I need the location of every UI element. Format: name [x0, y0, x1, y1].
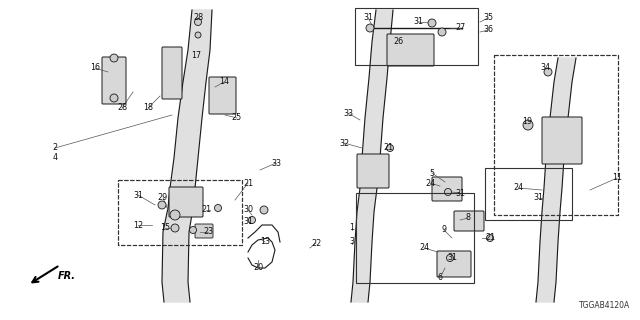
Polygon shape [536, 58, 576, 302]
Text: 13: 13 [260, 237, 270, 246]
Text: 3: 3 [349, 237, 355, 246]
Circle shape [260, 206, 268, 214]
Text: 28: 28 [193, 13, 203, 22]
Text: 18: 18 [143, 103, 153, 113]
Text: 21: 21 [383, 143, 393, 153]
Text: 21: 21 [243, 179, 253, 188]
FancyBboxPatch shape [432, 177, 462, 201]
Text: 14: 14 [219, 77, 229, 86]
FancyBboxPatch shape [437, 251, 471, 277]
Bar [118, 180, 242, 245]
Circle shape [158, 201, 166, 209]
Text: 16: 16 [90, 63, 100, 73]
Text: 33: 33 [271, 158, 281, 167]
Bar [494, 55, 618, 215]
Text: 27: 27 [455, 23, 465, 33]
Circle shape [248, 217, 255, 223]
Polygon shape [162, 10, 212, 302]
Text: 36: 36 [483, 26, 493, 35]
Text: 9: 9 [442, 226, 447, 235]
FancyBboxPatch shape [102, 57, 126, 104]
Polygon shape [351, 10, 393, 302]
FancyBboxPatch shape [542, 117, 582, 164]
Text: 21: 21 [201, 205, 211, 214]
Circle shape [544, 68, 552, 76]
Text: 6: 6 [438, 274, 442, 283]
Circle shape [195, 32, 201, 38]
Text: 5: 5 [429, 169, 435, 178]
FancyBboxPatch shape [387, 34, 434, 66]
Text: 31: 31 [133, 190, 143, 199]
Text: 24: 24 [425, 179, 435, 188]
Text: 11: 11 [612, 173, 622, 182]
Text: FR.: FR. [58, 271, 76, 281]
Circle shape [447, 254, 454, 261]
Text: 21: 21 [485, 234, 495, 243]
Text: 17: 17 [191, 51, 201, 60]
Text: 31: 31 [533, 194, 543, 203]
Circle shape [445, 188, 451, 196]
Text: 26: 26 [393, 37, 403, 46]
Text: 32: 32 [339, 139, 349, 148]
Text: 29: 29 [158, 194, 168, 203]
Circle shape [486, 235, 493, 242]
Text: 19: 19 [522, 117, 532, 126]
Circle shape [214, 204, 221, 212]
Text: 31: 31 [413, 18, 423, 27]
Text: 31: 31 [363, 13, 373, 22]
Text: 31: 31 [455, 188, 465, 197]
Text: 20: 20 [253, 263, 263, 273]
Circle shape [189, 227, 196, 234]
Circle shape [366, 24, 374, 32]
Text: 31: 31 [447, 253, 457, 262]
Text: 24: 24 [419, 244, 429, 252]
Circle shape [195, 19, 202, 26]
Text: 33: 33 [343, 108, 353, 117]
Text: 34: 34 [540, 63, 550, 73]
Circle shape [523, 120, 533, 130]
Text: 2: 2 [52, 143, 58, 153]
Bar [356, 193, 474, 283]
Text: TGGAB4120A: TGGAB4120A [579, 301, 630, 310]
Text: 30: 30 [243, 205, 253, 214]
Text: 24: 24 [513, 183, 523, 193]
Bar [485, 168, 572, 220]
Circle shape [428, 19, 436, 27]
Bar [355, 8, 478, 65]
FancyBboxPatch shape [195, 224, 213, 238]
Text: 31: 31 [243, 218, 253, 227]
Circle shape [110, 54, 118, 62]
FancyBboxPatch shape [162, 47, 182, 99]
FancyBboxPatch shape [169, 187, 203, 217]
Text: 15: 15 [160, 223, 170, 233]
FancyBboxPatch shape [454, 211, 484, 231]
Circle shape [170, 210, 180, 220]
Text: 4: 4 [52, 154, 58, 163]
Text: 22: 22 [311, 238, 321, 247]
Circle shape [171, 224, 179, 232]
Text: 12: 12 [133, 220, 143, 229]
Circle shape [387, 145, 394, 151]
Text: 28: 28 [117, 103, 127, 113]
Bar [118, 180, 242, 245]
Bar [494, 55, 618, 215]
Text: 1: 1 [349, 223, 355, 233]
Circle shape [438, 28, 446, 36]
Text: 25: 25 [232, 114, 242, 123]
Circle shape [110, 94, 118, 102]
FancyBboxPatch shape [357, 154, 389, 188]
Text: 35: 35 [483, 13, 493, 22]
FancyBboxPatch shape [209, 77, 236, 114]
Text: 8: 8 [465, 213, 470, 222]
Text: 23: 23 [203, 228, 213, 236]
